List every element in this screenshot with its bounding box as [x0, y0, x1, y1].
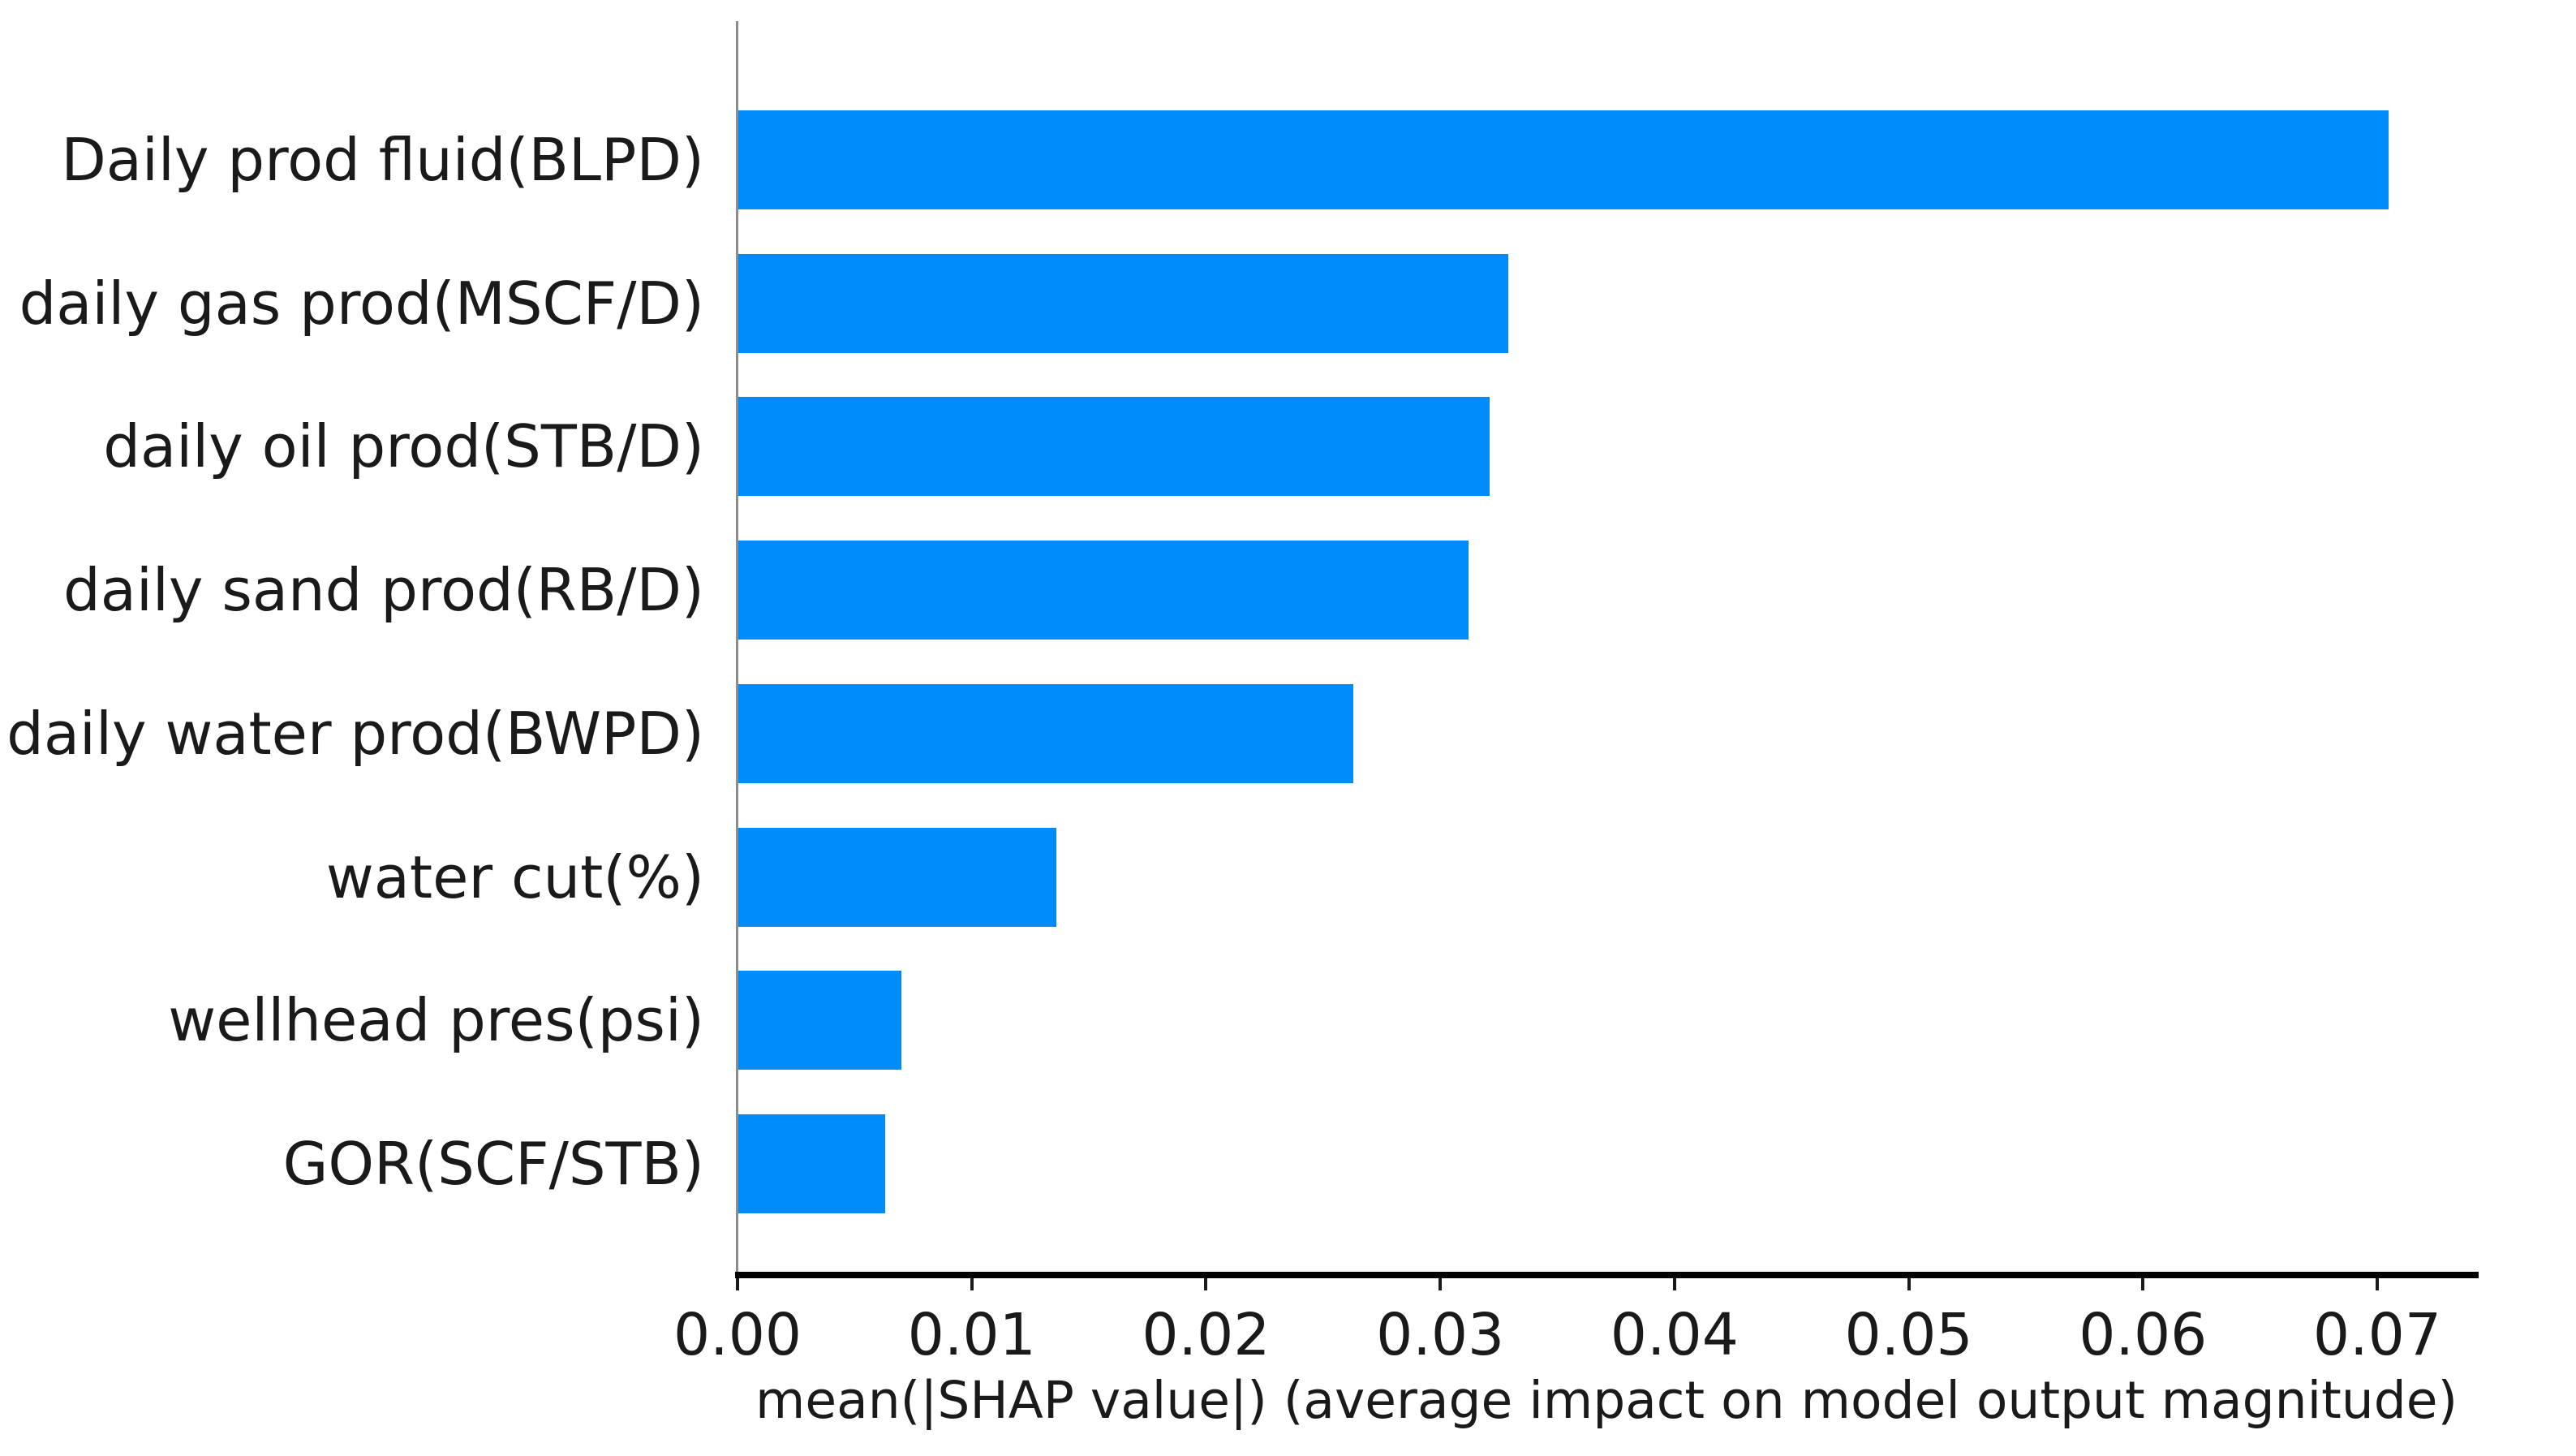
- x-tick-label-0.01: 0.01: [907, 1301, 1036, 1368]
- y-axis-spine: [736, 21, 738, 1275]
- x-tick-label-0.07: 0.07: [2312, 1301, 2442, 1368]
- x-tick-label-0.06: 0.06: [2079, 1301, 2208, 1368]
- bar-gor-scf-stb: [738, 1114, 885, 1213]
- y-tick-label-daily-prod-fluid-blpd: Daily prod fluid(BLPD): [61, 125, 704, 194]
- x-tick-mark-0.02: [1204, 1278, 1208, 1290]
- x-tick-label-0.00: 0.00: [673, 1301, 802, 1368]
- x-axis-line: [735, 1272, 2479, 1278]
- bar-daily-water-prod-bwpd: [738, 683, 1354, 783]
- x-tick-label-0.04: 0.04: [1610, 1301, 1739, 1368]
- bar-water-cut: [738, 827, 1056, 927]
- x-tick-mark-0.06: [2141, 1278, 2145, 1290]
- y-tick-label-gor-scf-stb: GOR(SCF/STB): [282, 1129, 704, 1198]
- bar-daily-oil-prod-stb-d: [738, 397, 1490, 497]
- y-tick-label-water-cut: water cut(%): [325, 842, 704, 911]
- y-tick-label-daily-water-prod-bwpd: daily water prod(BWPD): [6, 699, 704, 768]
- bar-daily-prod-fluid-blpd: [738, 110, 2389, 209]
- y-tick-label-wellhead-pres-psi: wellhead pres(psi): [168, 985, 704, 1054]
- x-tick-mark-0.05: [1907, 1278, 1911, 1290]
- x-tick-mark-0.00: [736, 1278, 739, 1290]
- bar-daily-gas-prod-mscf-d: [738, 253, 1508, 353]
- x-tick-label-0.02: 0.02: [1142, 1301, 1271, 1368]
- x-tick-mark-0.07: [2375, 1278, 2379, 1290]
- x-tick-mark-0.04: [1672, 1278, 1676, 1290]
- x-tick-label-0.05: 0.05: [1844, 1301, 1973, 1368]
- bar-wellhead-pres-psi: [738, 971, 902, 1070]
- y-tick-label-daily-oil-prod-stb-d: daily oil prod(STB/D): [103, 412, 704, 481]
- y-tick-label-daily-sand-prod-rb-d: daily sand prod(RB/D): [63, 555, 704, 624]
- bar-daily-sand-prod-rb-d: [738, 541, 1469, 640]
- x-tick-mark-0.01: [970, 1278, 974, 1290]
- x-axis-title: mean(|SHAP value|) (average impact on mo…: [755, 1371, 2458, 1430]
- x-tick-label-0.03: 0.03: [1376, 1301, 1505, 1368]
- x-tick-mark-0.03: [1439, 1278, 1443, 1290]
- y-tick-label-daily-gas-prod-mscf-d: daily gas prod(MSCF/D): [19, 269, 704, 338]
